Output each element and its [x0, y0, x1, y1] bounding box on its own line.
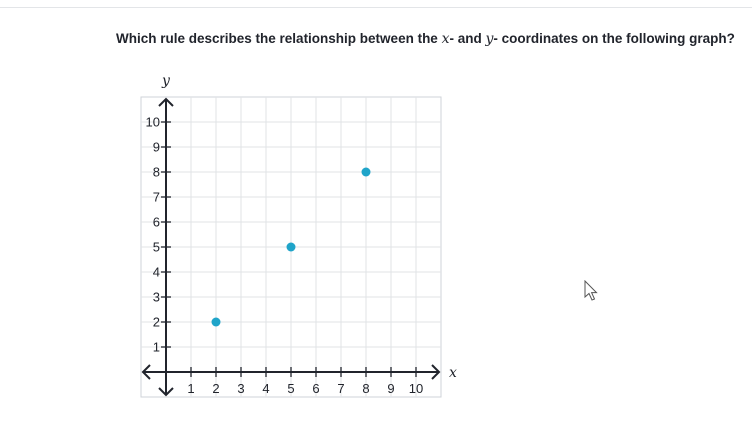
- y-tick-label: 2: [153, 315, 160, 330]
- top-divider: [0, 7, 752, 8]
- y-tick-label: 10: [146, 115, 160, 130]
- y-tick-label: 3: [153, 290, 160, 305]
- x-tick-label: 7: [337, 381, 344, 396]
- y-axis-arrow-down-icon: [158, 387, 174, 397]
- y-tick-label: 1: [153, 340, 160, 355]
- y-variable: y: [485, 31, 494, 47]
- y-axis-label: y: [161, 73, 171, 89]
- grid: [140, 96, 442, 398]
- x-tick-label: 10: [409, 381, 423, 396]
- question-text: Which rule describes the relationship be…: [116, 31, 746, 47]
- y-tick-label: 9: [153, 140, 160, 155]
- tick-labels: 1 2 3 4 5 6 7 8 9 10 1 2 3 4 5 6 7 8 9 10 x y: [146, 73, 457, 396]
- x-tick-label: 5: [287, 381, 294, 396]
- x-axis-arrow-right-icon: [431, 364, 441, 380]
- data-points: [211, 167, 371, 327]
- x-tick-label: 8: [362, 381, 369, 396]
- x-tick-label: 6: [312, 381, 319, 396]
- data-point: [211, 317, 221, 327]
- mouse-pointer-icon: [583, 279, 599, 307]
- question-part-1: Which rule describes the relationship be…: [116, 31, 442, 46]
- x-tick-label: 1: [187, 381, 194, 396]
- y-axis-arrow-up-icon: [158, 97, 174, 107]
- question-part-3: - coordinates on the following graph?: [493, 31, 735, 46]
- y-tick-label: 5: [153, 240, 160, 255]
- x-tick-label: 2: [212, 381, 219, 396]
- data-point: [361, 167, 371, 177]
- x-variable: x: [441, 31, 450, 47]
- question-part-2: - and: [449, 31, 486, 46]
- x-axis-arrow-left-icon: [141, 364, 151, 380]
- tick-marks: [161, 121, 417, 377]
- y-tick-label: 8: [153, 165, 160, 180]
- y-tick-label: 6: [153, 215, 160, 230]
- x-axis-label: x: [449, 365, 457, 381]
- y-tick-label: 7: [153, 190, 160, 205]
- x-tick-label: 4: [262, 381, 269, 396]
- data-point: [286, 242, 296, 252]
- x-tick-label: 3: [237, 381, 244, 396]
- y-tick-label: 4: [153, 265, 160, 280]
- x-tick-label: 9: [387, 381, 394, 396]
